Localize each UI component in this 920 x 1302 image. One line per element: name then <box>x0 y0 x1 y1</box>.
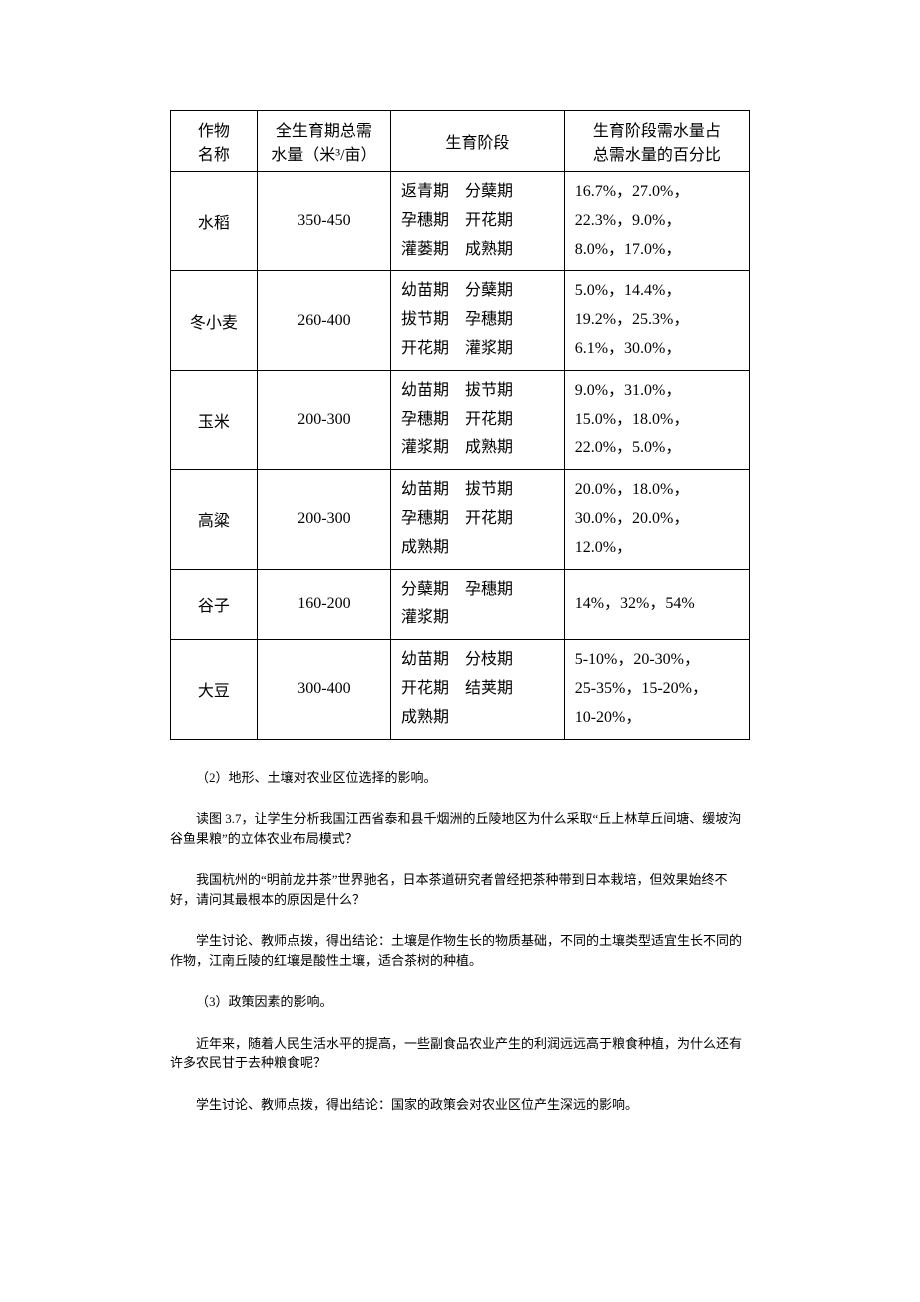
crop-water-table: 作物名称 全生育期总需水量（米³/亩） 生育阶段 生育阶段需水量占总需水量的百分… <box>170 110 750 740</box>
table-row: 水稻350-450返青期 分蘖期孕穗期 开花期灌蒌期 成熟期16.7%，27.0… <box>171 172 750 271</box>
water-amount-cell: 300-400 <box>257 640 390 739</box>
crop-name-cell: 高粱 <box>171 470 258 569</box>
table-header-row: 作物名称 全生育期总需水量（米³/亩） 生育阶段 生育阶段需水量占总需水量的百分… <box>171 111 750 172</box>
water-amount-cell: 260-400 <box>257 271 390 370</box>
water-amount-cell: 160-200 <box>257 569 390 640</box>
paragraph: 读图 3.7，让学生分析我国江西省泰和县千烟洲的丘陵地区为什么采取“丘上林草丘间… <box>170 809 750 848</box>
growth-stage-cell: 幼苗期 拔节期孕穗期 开花期成熟期 <box>391 470 565 569</box>
table-row: 冬小麦260-400幼苗期 分蘖期拔节期 孕穗期开花期 灌浆期5.0%，14.4… <box>171 271 750 370</box>
document-page: 作物名称 全生育期总需水量（米³/亩） 生育阶段 生育阶段需水量占总需水量的百分… <box>0 0 920 1236</box>
header-stage-text: 生育阶段 <box>445 135 509 152</box>
header-pct: 生育阶段需水量占总需水量的百分比 <box>564 111 749 172</box>
crop-name-cell: 玉米 <box>171 370 258 469</box>
body-text: （2）地形、土壤对农业区位选择的影响。读图 3.7，让学生分析我国江西省泰和县千… <box>170 768 750 1115</box>
paragraph: 我国杭州的“明前龙井茶”世界驰名，日本茶道研究者曾经把茶种带到日本栽培，但效果始… <box>170 870 750 909</box>
paragraph: （2）地形、土壤对农业区位选择的影响。 <box>170 768 750 788</box>
percentage-cell: 9.0%，31.0%，15.0%，18.0%，22.0%，5.0%， <box>564 370 749 469</box>
water-amount-cell: 350-450 <box>257 172 390 271</box>
header-crop-text: 作物名称 <box>198 123 230 164</box>
crop-name-cell: 大豆 <box>171 640 258 739</box>
table-row: 玉米200-300幼苗期 拔节期孕穗期 开花期灌浆期 成熟期9.0%，31.0%… <box>171 370 750 469</box>
crop-name-cell: 水稻 <box>171 172 258 271</box>
percentage-cell: 20.0%，18.0%，30.0%，20.0%，12.0%， <box>564 470 749 569</box>
paragraph: 学生讨论、教师点拨，得出结论：国家的政策会对农业区位产生深远的影响。 <box>170 1095 750 1115</box>
percentage-cell: 5-10%，20-30%，25-35%，15-20%，10-20%， <box>564 640 749 739</box>
crop-name-cell: 谷子 <box>171 569 258 640</box>
growth-stage-cell: 分蘖期 孕穗期灌浆期 <box>391 569 565 640</box>
growth-stage-cell: 幼苗期 拔节期孕穗期 开花期灌浆期 成熟期 <box>391 370 565 469</box>
table-row: 高粱200-300幼苗期 拔节期孕穗期 开花期成熟期20.0%，18.0%，30… <box>171 470 750 569</box>
crop-name-cell: 冬小麦 <box>171 271 258 370</box>
header-pct-text: 生育阶段需水量占总需水量的百分比 <box>593 123 721 164</box>
paragraph: （3）政策因素的影响。 <box>170 992 750 1012</box>
growth-stage-cell: 返青期 分蘖期孕穗期 开花期灌蒌期 成熟期 <box>391 172 565 271</box>
paragraph: 近年来，随着人民生活水平的提高，一些副食品农业产生的利润远远高于粮食种植，为什么… <box>170 1034 750 1073</box>
percentage-cell: 14%，32%，54% <box>564 569 749 640</box>
growth-stage-cell: 幼苗期 分枝期开花期 结荚期成熟期 <box>391 640 565 739</box>
paragraph: 学生讨论、教师点拨，得出结论：土壤是作物生长的物质基础，不同的土壤类型适宜生长不… <box>170 931 750 970</box>
header-stage: 生育阶段 <box>391 111 565 172</box>
table-body: 水稻350-450返青期 分蘖期孕穗期 开花期灌蒌期 成熟期16.7%，27.0… <box>171 172 750 740</box>
water-amount-cell: 200-300 <box>257 470 390 569</box>
header-water-text: 全生育期总需水量（米³/亩） <box>271 123 376 164</box>
percentage-cell: 16.7%，27.0%，22.3%，9.0%，8.0%，17.0%， <box>564 172 749 271</box>
header-water: 全生育期总需水量（米³/亩） <box>257 111 390 172</box>
table-row: 大豆300-400幼苗期 分枝期开花期 结荚期成熟期5-10%，20-30%，2… <box>171 640 750 739</box>
water-amount-cell: 200-300 <box>257 370 390 469</box>
table-row: 谷子160-200分蘖期 孕穗期灌浆期14%，32%，54% <box>171 569 750 640</box>
percentage-cell: 5.0%，14.4%，19.2%，25.3%，6.1%，30.0%， <box>564 271 749 370</box>
header-crop: 作物名称 <box>171 111 258 172</box>
growth-stage-cell: 幼苗期 分蘖期拔节期 孕穗期开花期 灌浆期 <box>391 271 565 370</box>
